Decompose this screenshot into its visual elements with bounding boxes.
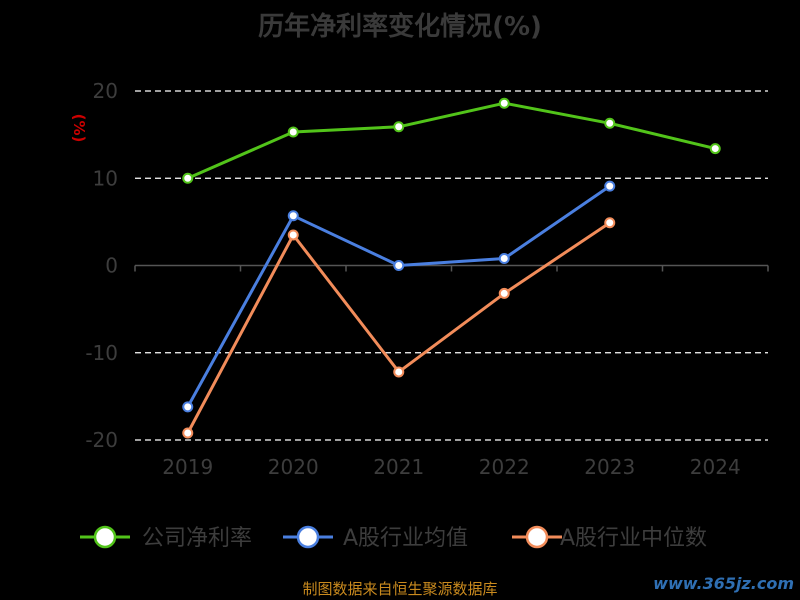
y-tick-label: 0 (105, 254, 118, 278)
legend-label: A股行业均值 (343, 526, 468, 551)
data-point (604, 217, 616, 229)
x-tick-label: 2020 (268, 455, 319, 479)
data-point (498, 97, 510, 109)
series-group (182, 97, 721, 439)
data-point (709, 143, 721, 155)
data-point (182, 172, 194, 184)
y-tick-label: -10 (85, 341, 118, 365)
legend: 公司净利率 A股行业均值 A股行业中位数 (80, 525, 707, 551)
legend-label: A股行业中位数 (560, 526, 707, 551)
data-point (287, 210, 299, 222)
data-point (182, 427, 194, 439)
data-point (393, 260, 405, 271)
source-footer: 制图数据来自恒生聚源数据库 (302, 580, 498, 598)
watermark: www.365jz.com (653, 574, 794, 593)
axes: 20 10 0 -10 -20 2019 2020 2021 2022 2023 2024 (85, 79, 769, 479)
legend-label: 公司净利率 (142, 526, 252, 551)
x-tick-label: 2024 (690, 455, 741, 479)
legend-marker (296, 525, 320, 549)
legend-marker (525, 525, 549, 549)
data-point (604, 180, 616, 192)
data-point (393, 121, 405, 133)
y-tick-label: -20 (85, 428, 118, 452)
series-line (187, 101, 716, 180)
x-tick-label: 2021 (373, 455, 424, 479)
data-point (604, 117, 616, 129)
y-axis-label: (%) (70, 114, 88, 143)
grid-lines (135, 90, 768, 441)
x-tick-label: 2022 (479, 455, 530, 479)
legend-marker (93, 525, 117, 549)
x-tick-label: 2023 (584, 455, 635, 479)
y-tick-label: 20 (93, 79, 118, 103)
data-point (287, 229, 299, 241)
data-point (182, 401, 194, 413)
series-line (186, 221, 611, 434)
data-point (498, 253, 510, 265)
data-point (393, 366, 405, 378)
data-point (287, 126, 299, 138)
y-tick-label: 10 (93, 166, 118, 190)
data-point (498, 287, 510, 299)
chart-title: 历年净利率变化情况(%) (258, 12, 542, 42)
x-tick-label: 2019 (162, 455, 213, 479)
